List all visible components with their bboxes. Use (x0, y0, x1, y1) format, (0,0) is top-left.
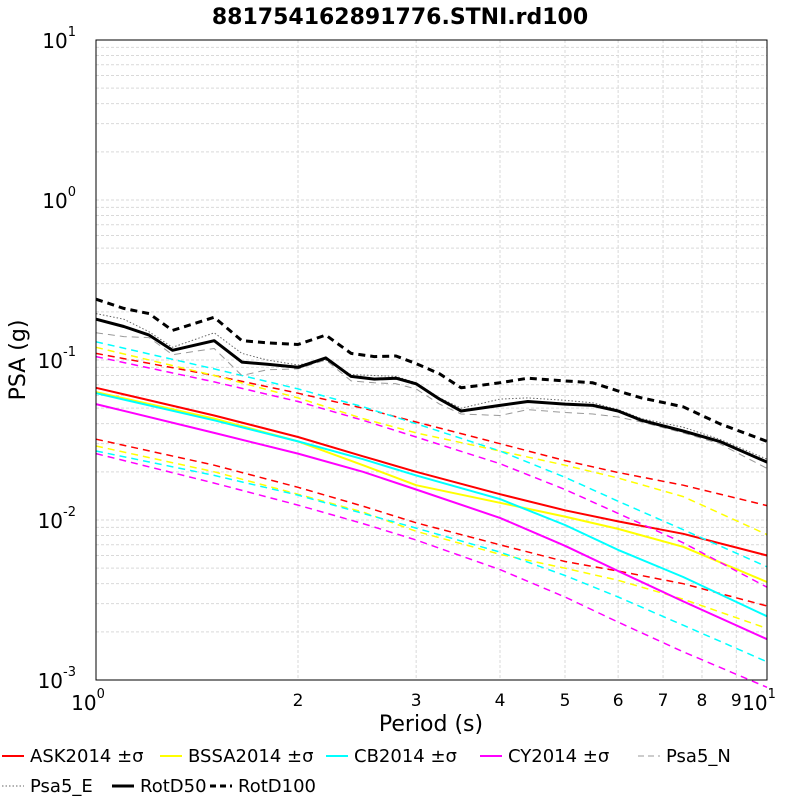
series-line-5 (95, 445, 768, 630)
x-tick-label: 3 (411, 691, 422, 711)
series-line-8 (95, 450, 768, 663)
x-tick-label: 9 (731, 691, 742, 711)
legend: ASK2014 ±σ BSSA2014 ±σ CB2014 ±σ CY2014 ±σ P… (2, 746, 731, 797)
x-axis-label: Period (s) (379, 712, 483, 737)
legend-label: RotD100 (238, 776, 316, 797)
y-axis-label: PSA (g) (6, 320, 31, 401)
legend-label: BSSA2014 ±σ (188, 746, 314, 767)
x-tick-label: 100 (71, 687, 105, 715)
series-line-12 (95, 332, 768, 469)
legend-label: RotD50 (140, 776, 207, 797)
legend-label: Psa5_N (666, 746, 731, 767)
series-line-14 (95, 317, 768, 464)
y-tick-label: 10-1 (38, 345, 76, 373)
plot-frame (95, 39, 768, 681)
series-line-1 (95, 352, 768, 507)
chart-title: 881754162891776.STNI.rd100 (212, 5, 588, 30)
y-tick-label: 10-3 (38, 665, 76, 693)
y-tick-label: 100 (42, 185, 76, 213)
series-line-2 (95, 438, 768, 607)
x-tick-label: 7 (658, 691, 669, 711)
tick-labels: 10-3 10-2 10-1 100 101 100 101 2 3 4 5 6 7 8 9 (38, 25, 776, 715)
x-tick-label: 5 (560, 691, 571, 711)
series-layer (95, 297, 768, 688)
legend-label: CY2014 ±σ (508, 746, 609, 767)
x-tick-label: 4 (495, 691, 506, 711)
y-tick-label: 10-2 (38, 505, 76, 533)
series-line-9 (95, 403, 768, 641)
x-tick-label: 6 (613, 691, 624, 711)
series-line-6 (95, 392, 768, 618)
legend-label: CB2014 ±σ (354, 746, 457, 767)
x-tick-label: 2 (293, 691, 304, 711)
series-line-15 (95, 297, 768, 443)
series-line-10 (95, 355, 768, 588)
series-line-13 (95, 313, 768, 460)
series-line-11 (95, 452, 768, 688)
series-line-3 (95, 391, 768, 583)
grid (95, 40, 768, 681)
x-tick-label: 101 (742, 687, 776, 715)
y-tick-label: 101 (42, 25, 76, 53)
series-line-4 (95, 346, 768, 536)
x-tick-label: 8 (697, 691, 708, 711)
legend-label: Psa5_E (30, 776, 93, 797)
series-line-7 (95, 341, 768, 568)
legend-label: ASK2014 ±σ (30, 746, 144, 767)
